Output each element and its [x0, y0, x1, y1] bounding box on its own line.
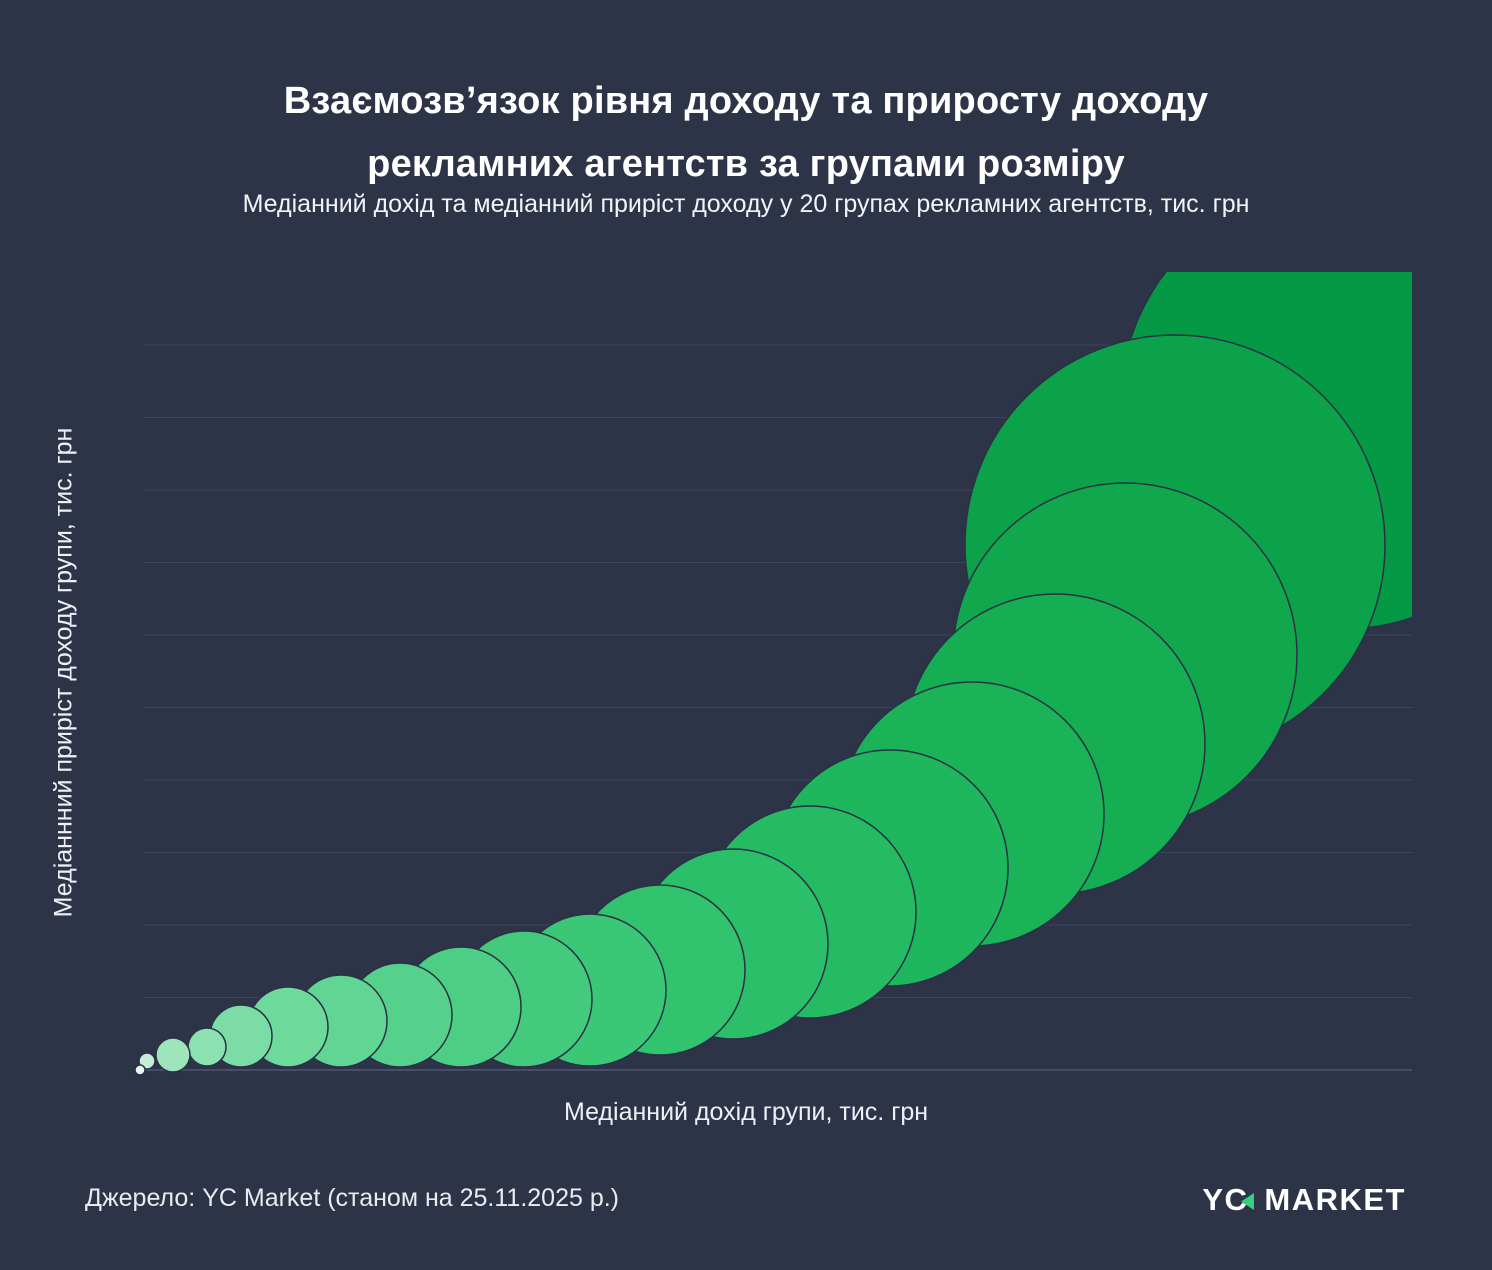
- chart-subtitle: Медіанний дохід та медіанний приріст дох…: [242, 190, 1250, 218]
- source-text: Джерело: YC Market (станом на 25.11.2025…: [85, 1184, 620, 1212]
- logo-triangle-icon: [1241, 1193, 1255, 1210]
- x-axis-label: Медіанний дохід групи, тис. грн: [563, 1098, 929, 1126]
- title-line-1: Взаємозв’язок рівня доходу та приросту д…: [283, 80, 1209, 122]
- bubble-group-2: [138, 1052, 156, 1070]
- page-title: Взаємозв’язок рівня доходу та приросту д…: [0, 70, 1492, 196]
- bubble-series: [134, 272, 1412, 1076]
- bubble-group-1: [134, 1064, 146, 1076]
- bubble-group-3: [155, 1037, 191, 1073]
- logo-market-text: MARKET: [1264, 1182, 1406, 1217]
- brand-logo: YC MARKET: [1202, 1182, 1406, 1218]
- bubble-group-4: [187, 1027, 227, 1067]
- logo-yc-text: YC: [1202, 1182, 1249, 1217]
- title-line-2: рекламних агентств за групами розміру: [367, 143, 1125, 185]
